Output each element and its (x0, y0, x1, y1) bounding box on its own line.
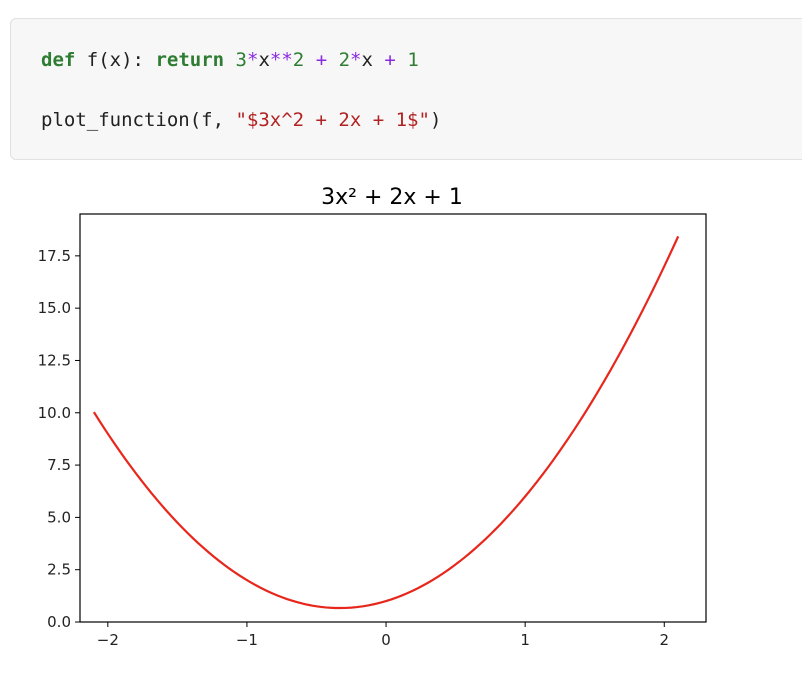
function-signature: f(x): (86, 49, 144, 71)
variable-x: x (361, 49, 373, 71)
operator-plus: + (384, 49, 396, 71)
y-tick-label: 7.5 (47, 456, 71, 474)
x-tick-label: −2 (97, 631, 119, 649)
variable-x: x (258, 49, 270, 71)
x-tick-label: −1 (236, 631, 258, 649)
keyword-def: def (41, 49, 76, 71)
number-3: 3 (235, 49, 247, 71)
y-tick-label: 10.0 (38, 404, 71, 422)
number-2: 2 (292, 49, 305, 71)
y-tick-label: 12.5 (38, 351, 71, 369)
y-tick-label: 17.5 (38, 247, 71, 265)
operator-pow: ** (269, 49, 293, 71)
string-literal: "$3x^2 + 2x + 1$" (235, 109, 430, 131)
x-tick-label: 0 (381, 631, 391, 649)
y-tick-label: 15.0 (38, 299, 71, 317)
plot-frame (79, 213, 707, 623)
code-line-2: plot_function(f, "$3x^2 + 2x + 1$") (41, 109, 441, 131)
code-cell[interactable]: def f(x): return 3*x**2 + 2*x + 1 plot_f… (10, 18, 802, 160)
operator-plus: + (315, 49, 328, 71)
y-tick-label: 0.0 (47, 613, 71, 631)
code-line-1: def f(x): return 3*x**2 + 2*x + 1 (41, 49, 419, 71)
function-call: plot_function(f, (41, 109, 236, 131)
plot-output: 3x² + 2x + 1 −2 −1 0 1 2 0.0 2.5 5.0 7.5 10.0 12.5… (38, 185, 707, 649)
operator-mul: * (350, 49, 362, 71)
x-tick-label: 1 (520, 631, 530, 649)
number-2: 2 (338, 49, 351, 71)
x-tick-label: 2 (659, 631, 669, 649)
close-paren: ) (429, 109, 442, 131)
series-line (92, 235, 680, 610)
keyword-return: return (155, 49, 225, 71)
chart-title: 3x² + 2x + 1 (321, 185, 463, 210)
y-tick-label: 2.5 (47, 561, 71, 579)
number-1: 1 (407, 49, 419, 71)
operator-mul: * (246, 49, 259, 71)
y-tick-label: 5.0 (47, 508, 71, 526)
axis-ticks: −2 −1 0 1 2 0.0 2.5 5.0 7.5 10.0 12.5 15.0 17.5 (38, 247, 669, 649)
